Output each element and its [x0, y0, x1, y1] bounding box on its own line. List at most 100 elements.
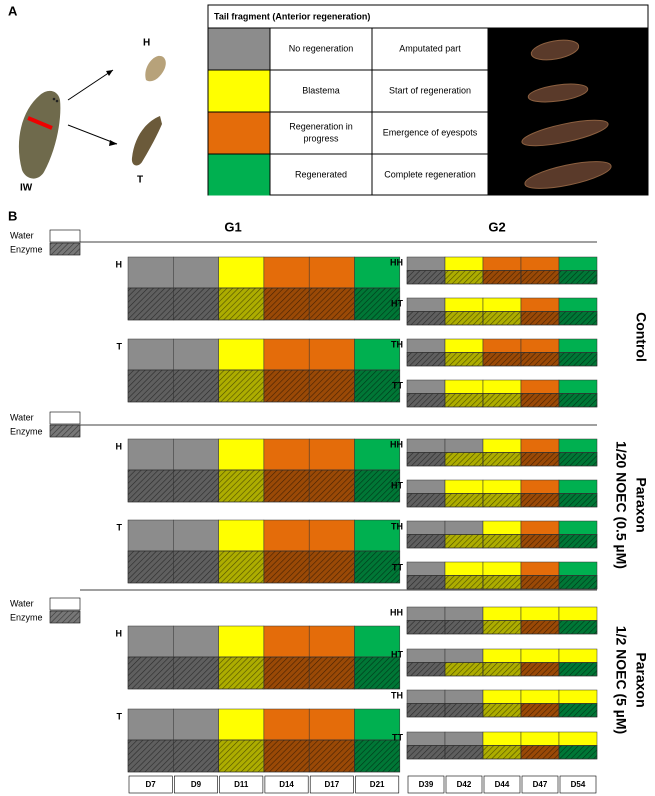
water-cell	[406, 606, 446, 621]
water-cell	[218, 338, 265, 371]
cell-hatch	[444, 393, 484, 408]
cell-hatch	[354, 287, 401, 321]
cell-hatch	[444, 662, 484, 677]
photo-worms	[521, 39, 612, 189]
water-cell	[354, 438, 401, 471]
cell-hatch	[558, 662, 598, 677]
day-box	[264, 775, 309, 794]
cell-hatch	[308, 369, 355, 403]
water-cell	[444, 606, 484, 621]
cell-hatch	[482, 311, 522, 326]
cell-hatch	[444, 352, 484, 367]
condition-label: Control	[633, 312, 649, 362]
block-label: H	[116, 259, 123, 269]
water-cell	[520, 606, 560, 621]
cell-hatch	[406, 703, 446, 718]
cell-hatch	[127, 287, 174, 321]
cell-hatch	[406, 575, 446, 590]
worm-illustration	[18, 55, 166, 179]
cell-hatch	[444, 311, 484, 326]
water-cell	[482, 297, 522, 312]
cell-hatch	[520, 270, 560, 285]
water-cell	[444, 379, 484, 394]
water-cell	[406, 689, 446, 704]
cell-hatch	[558, 352, 598, 367]
cell-hatch	[218, 369, 265, 403]
water-cell	[482, 256, 522, 271]
cell-hatch	[558, 393, 598, 408]
cell-hatch	[173, 287, 219, 321]
water-cell	[406, 479, 446, 494]
cell-hatch	[444, 452, 484, 467]
water-cell	[354, 338, 401, 371]
water-cell	[127, 625, 174, 658]
block-label: HT	[391, 480, 403, 490]
condition-label: 1/20 NOEC (0.5 µM)	[613, 441, 629, 569]
cell-hatch	[354, 656, 401, 690]
cell-hatch	[218, 287, 265, 321]
block-label: HH	[390, 607, 403, 617]
cell-hatch	[263, 739, 310, 773]
water-cell	[263, 708, 310, 741]
cell-hatch	[127, 550, 174, 584]
cell-hatch	[263, 469, 310, 503]
water-cell	[558, 438, 598, 453]
water-cell	[308, 438, 355, 471]
water-cell	[482, 438, 522, 453]
cell-hatch	[558, 270, 598, 285]
water-cell	[444, 338, 484, 353]
cell-hatch	[354, 469, 401, 503]
day-box	[483, 775, 521, 794]
block-label: HT	[391, 298, 403, 308]
cell-hatch	[218, 550, 265, 584]
water-cell	[444, 479, 484, 494]
color-swatch	[208, 154, 270, 196]
cell-hatch	[406, 534, 446, 549]
cell-hatch	[482, 703, 522, 718]
water-cell	[308, 519, 355, 552]
cell-hatch	[520, 745, 560, 760]
legend-label: Enzyme	[10, 244, 43, 254]
block-label: T	[117, 522, 123, 532]
day-box	[559, 775, 597, 794]
day-label: D47	[533, 780, 548, 789]
cell-hatch	[520, 575, 560, 590]
cell-hatch	[406, 620, 446, 635]
day-label: D9	[191, 780, 202, 789]
cell-hatch	[354, 739, 401, 773]
condition-label: Paraxon	[633, 652, 649, 707]
water-cell	[406, 561, 446, 576]
block-label: TH	[391, 521, 403, 531]
cell-hatch	[444, 270, 484, 285]
cell-hatch	[308, 550, 355, 584]
water-cell	[558, 479, 598, 494]
cell-hatch	[173, 739, 219, 773]
worm-label: H	[143, 38, 150, 49]
water-cell	[482, 731, 522, 746]
legend-label: Water	[10, 412, 34, 422]
legend-table	[207, 4, 649, 196]
cell-hatch	[173, 656, 219, 690]
worm-label: IW	[20, 183, 33, 194]
water-cell	[444, 648, 484, 663]
water-cell	[520, 256, 560, 271]
block-label: T	[117, 711, 123, 721]
stage-description: Amputated part	[399, 43, 461, 53]
cell-hatch	[406, 393, 446, 408]
water-cell	[558, 689, 598, 704]
cell-hatch	[263, 287, 310, 321]
water-cell	[173, 708, 219, 741]
day-box	[407, 775, 445, 794]
cell-hatch	[308, 739, 355, 773]
cell-hatch	[444, 534, 484, 549]
water-cell	[263, 338, 310, 371]
legend-swatch	[49, 229, 81, 243]
block-label: H	[116, 441, 123, 451]
water-cell	[127, 519, 174, 552]
day-label: D17	[325, 780, 340, 789]
water-cell	[308, 338, 355, 371]
water-cell	[558, 606, 598, 621]
water-cell	[444, 438, 484, 453]
cell-hatch	[482, 393, 522, 408]
cell-hatch	[520, 352, 560, 367]
